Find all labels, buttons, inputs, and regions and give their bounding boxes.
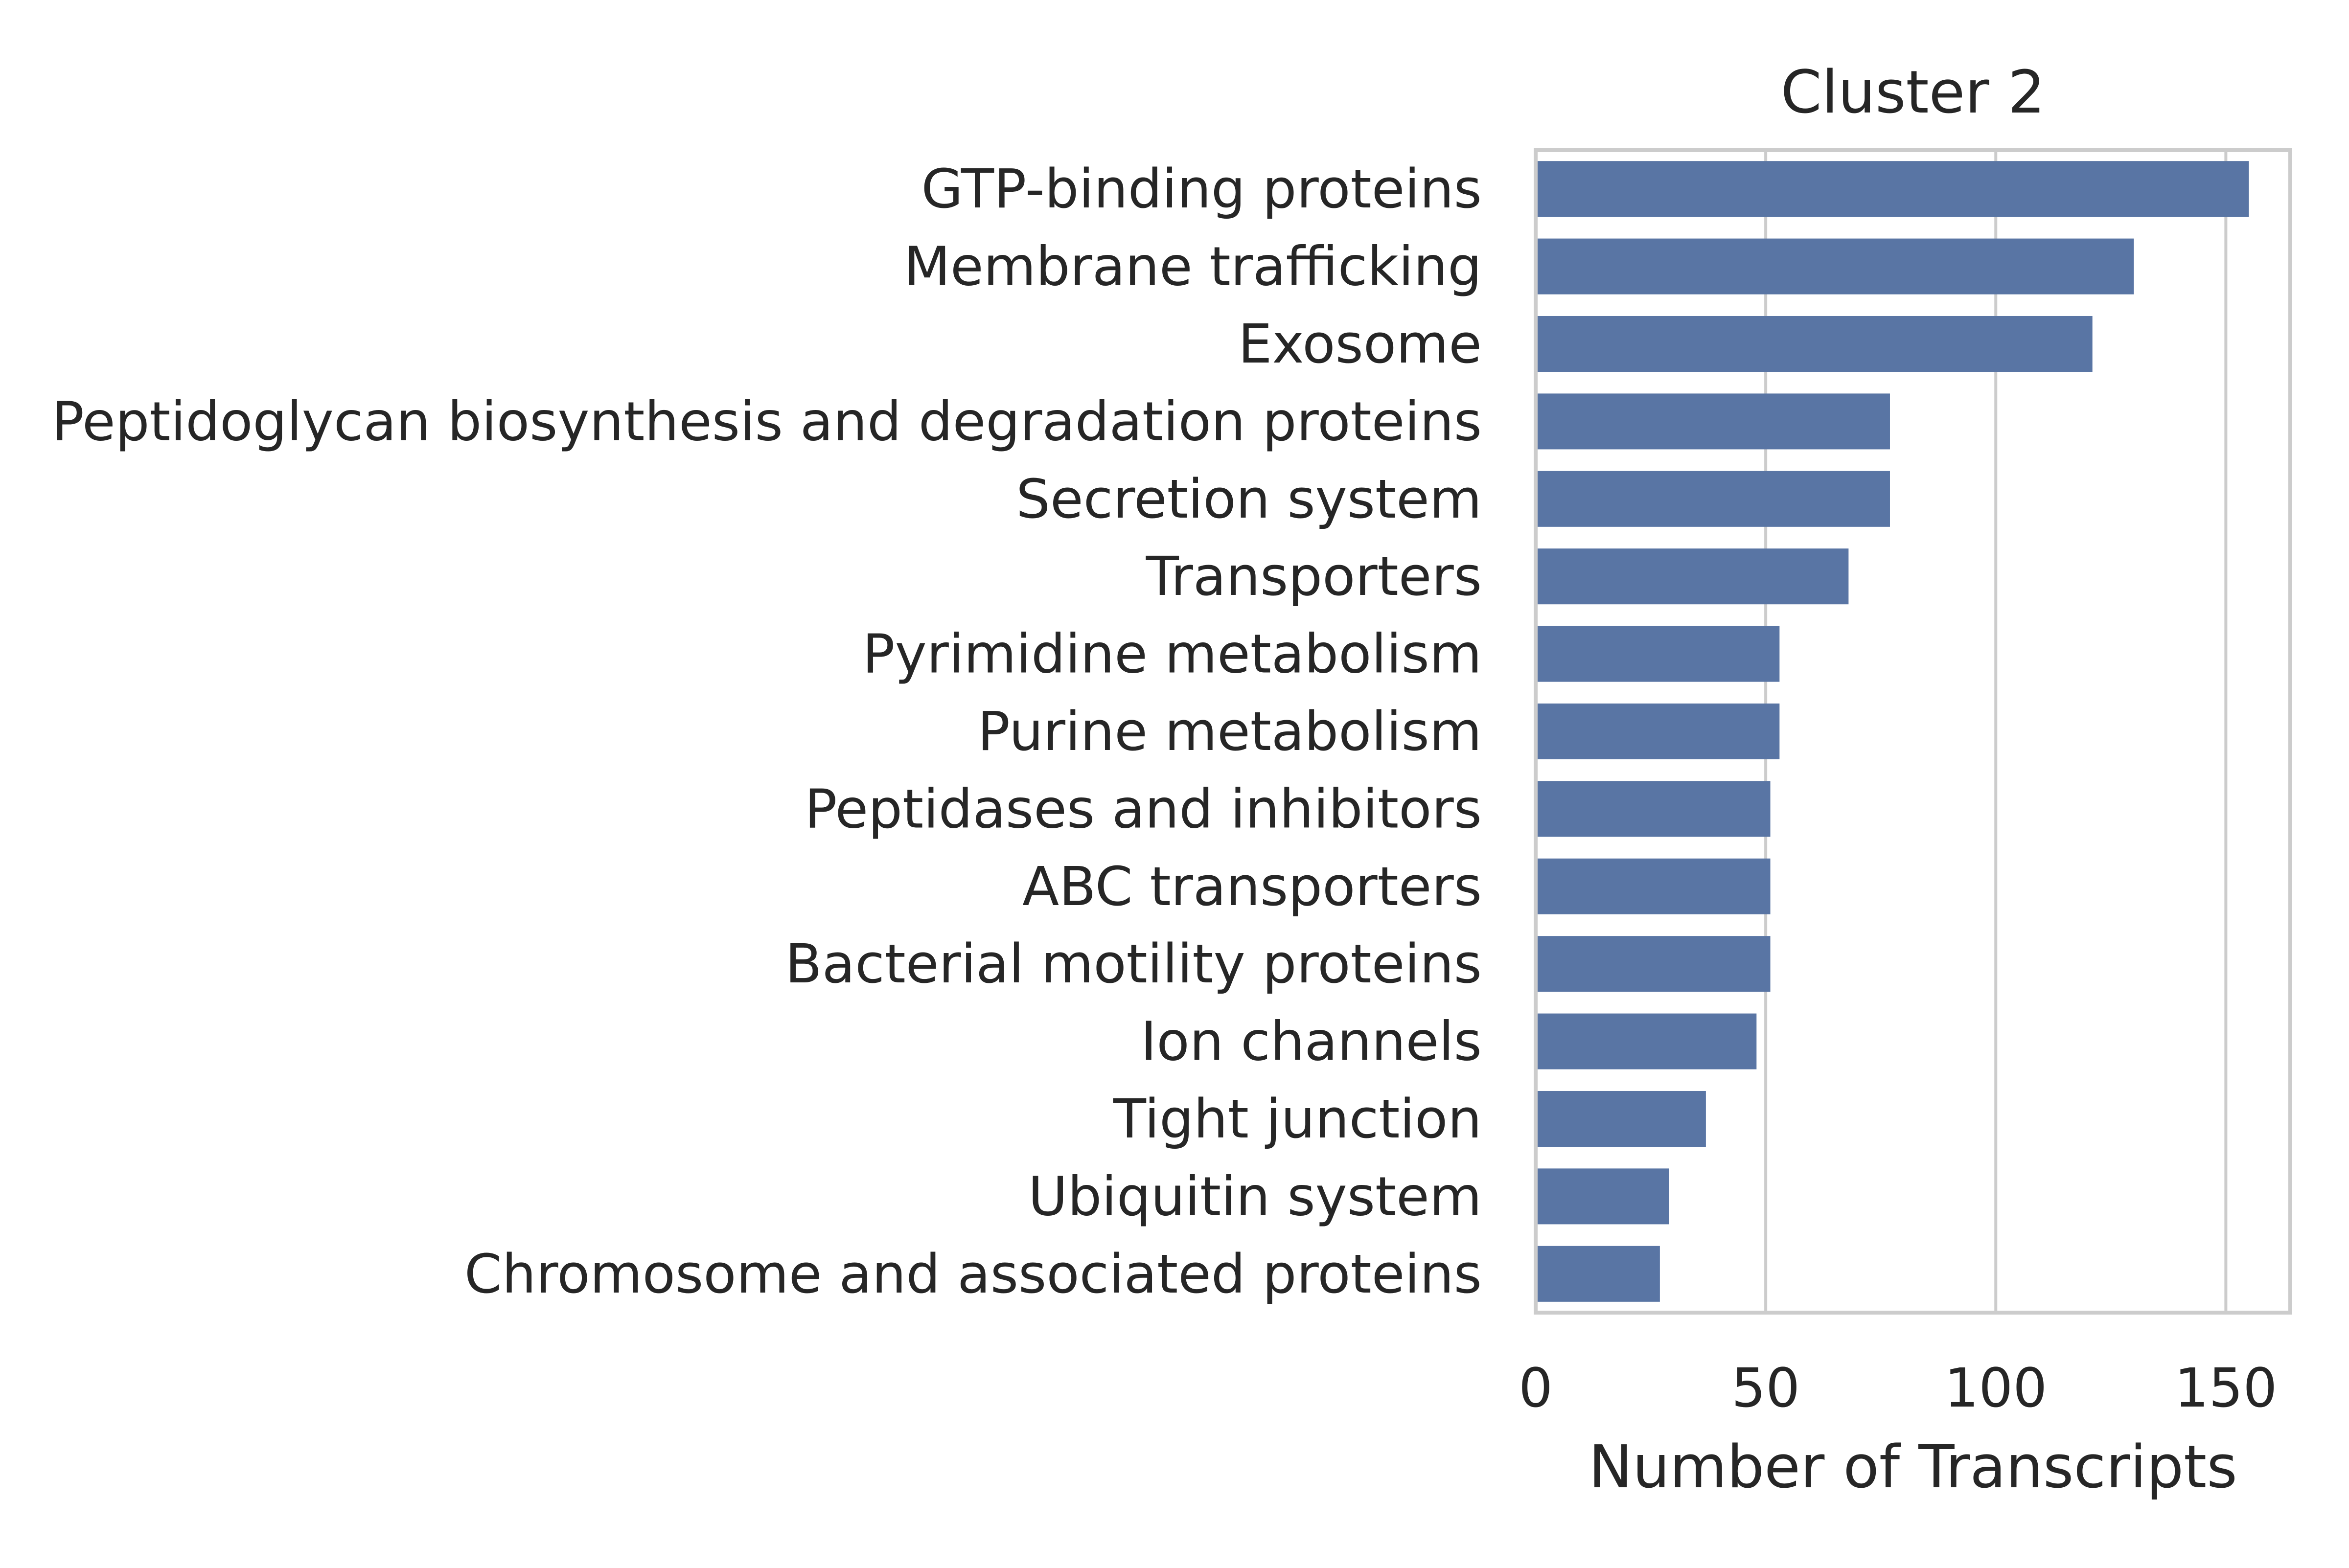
category-label: Ion channels <box>1141 1010 1482 1073</box>
bar <box>1536 161 2249 217</box>
category-label: Peptidases and inhibitors <box>805 777 1482 840</box>
category-label: Transporters <box>1146 545 1482 608</box>
category-label: Secretion system <box>1016 468 1482 530</box>
bar <box>1536 1091 1706 1147</box>
category-labels: GTP-binding proteins Membrane trafficking… <box>52 158 1482 1305</box>
category-label: Membrane trafficking <box>904 235 1482 298</box>
bar <box>1536 1013 1757 1069</box>
category-label: Exosome <box>1238 313 1482 375</box>
bar <box>1536 393 1890 450</box>
x-axis-title: Number of Transcripts <box>1589 1433 2237 1501</box>
bar <box>1536 936 1771 992</box>
category-label: Bacterial motility proteins <box>785 932 1482 995</box>
category-label: Pyrimidine metabolism <box>862 623 1482 685</box>
bar <box>1536 238 2134 295</box>
chart-title: Cluster 2 <box>1781 59 2045 127</box>
bar <box>1536 858 1771 914</box>
bar <box>1536 1246 1660 1302</box>
x-tick-label: 150 <box>2174 1357 2277 1419</box>
category-label: Chromosome and associated proteins <box>464 1243 1482 1305</box>
category-label: ABC transporters <box>1022 855 1482 918</box>
category-label: Peptidoglycan biosynthesis and degradati… <box>52 390 1482 453</box>
bar <box>1536 626 1780 682</box>
x-tick-labels: 0 50 100 150 <box>1519 1357 2277 1419</box>
bar <box>1536 703 1780 760</box>
plot-frame <box>1534 148 2292 1315</box>
bar <box>1536 548 1849 605</box>
bar <box>1536 316 2093 372</box>
category-label: Tight junction <box>1113 1088 1482 1150</box>
x-tick-label: 0 <box>1519 1357 1553 1419</box>
bar <box>1536 1168 1669 1225</box>
bar <box>1536 781 1771 837</box>
category-label: Purine metabolism <box>978 700 1482 763</box>
bars <box>1536 161 2249 1302</box>
category-label: GTP-binding proteins <box>921 158 1482 220</box>
bar <box>1536 471 1890 527</box>
x-tick-label: 50 <box>1731 1357 1800 1419</box>
x-tick-label: 100 <box>1944 1357 2047 1419</box>
category-label: Ubiquitin system <box>1028 1165 1482 1227</box>
